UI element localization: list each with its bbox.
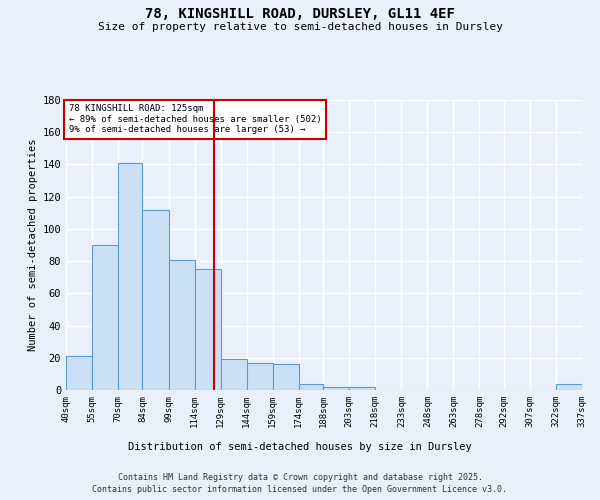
Text: Distribution of semi-detached houses by size in Dursley: Distribution of semi-detached houses by … — [128, 442, 472, 452]
Text: Contains public sector information licensed under the Open Government Licence v3: Contains public sector information licen… — [92, 485, 508, 494]
Text: Contains HM Land Registry data © Crown copyright and database right 2025.: Contains HM Land Registry data © Crown c… — [118, 472, 482, 482]
Y-axis label: Number of semi-detached properties: Number of semi-detached properties — [28, 138, 38, 352]
Bar — [169, 260, 194, 390]
Bar — [142, 210, 169, 390]
Bar — [323, 387, 349, 390]
Text: 78, KINGSHILL ROAD, DURSLEY, GL11 4EF: 78, KINGSHILL ROAD, DURSLEY, GL11 4EF — [145, 8, 455, 22]
Bar — [221, 360, 247, 390]
Bar — [247, 362, 273, 390]
Bar — [273, 364, 299, 390]
Text: 78 KINGSHILL ROAD: 125sqm
← 89% of semi-detached houses are smaller (502)
9% of : 78 KINGSHILL ROAD: 125sqm ← 89% of semi-… — [68, 104, 321, 134]
Bar — [556, 384, 582, 390]
Bar — [92, 245, 118, 390]
Bar — [66, 356, 92, 390]
Bar — [299, 384, 323, 390]
Bar — [194, 269, 221, 390]
Text: Size of property relative to semi-detached houses in Dursley: Size of property relative to semi-detach… — [97, 22, 503, 32]
Bar — [118, 163, 142, 390]
Bar — [349, 387, 375, 390]
